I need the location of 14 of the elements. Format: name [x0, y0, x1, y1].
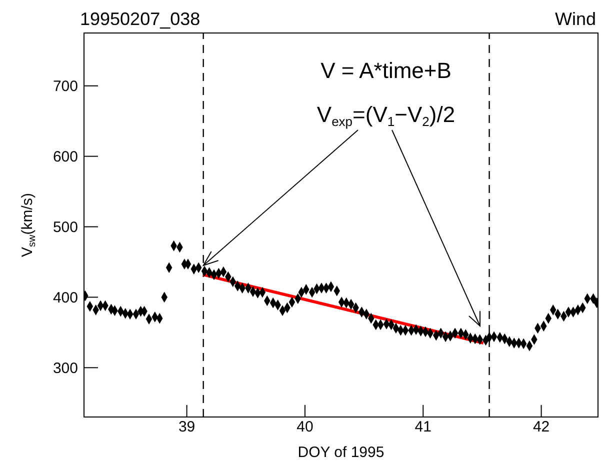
- chart-subtitle: Wind: [554, 9, 596, 29]
- annotation: V$_{exp}$=(V$_{1}$−V$_{2}$)/2: [316, 102, 456, 129]
- x-tick-label: 42: [532, 418, 550, 436]
- y-tick-label: 500: [52, 219, 78, 236]
- chart-title: 19950207_038: [80, 9, 200, 29]
- y-tick-label: 300: [52, 360, 78, 378]
- annotation: V = A*time+B: [320, 58, 452, 83]
- x-tick-label: 41: [414, 418, 432, 436]
- x-axis-title: DOY of 1995: [298, 444, 384, 461]
- x-tick-label: 40: [296, 418, 314, 436]
- y-tick-label: 700: [52, 78, 78, 96]
- y-tick-label: 600: [52, 148, 78, 166]
- y-tick-label: 400: [52, 290, 78, 307]
- x-tick-label: 39: [178, 418, 196, 436]
